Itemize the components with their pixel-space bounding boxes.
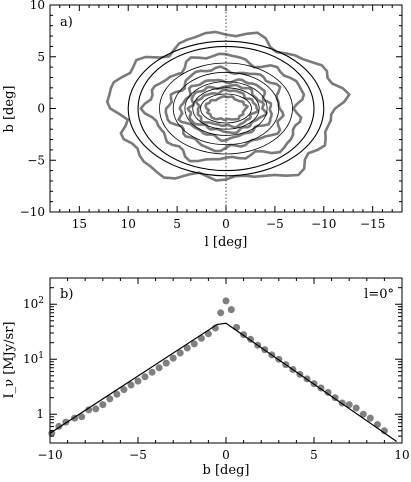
panel-b-label: b) — [60, 287, 73, 302]
data-point — [233, 323, 241, 331]
y-tick-label: 1 — [36, 407, 44, 421]
data-point — [204, 330, 212, 338]
x-tick-label: 15 — [72, 217, 87, 231]
data-point — [148, 368, 156, 376]
data-point — [345, 401, 353, 409]
observed-contour — [194, 88, 259, 129]
x-tick-label: 0 — [222, 448, 230, 462]
observed-contour — [204, 94, 249, 122]
data-point — [169, 354, 177, 362]
model-contour — [192, 87, 260, 130]
y-tick-label: 101 — [23, 351, 44, 366]
data-point — [113, 390, 121, 398]
data-point — [99, 401, 107, 409]
data-point — [222, 297, 230, 305]
data-point — [127, 381, 135, 389]
panel-a-ylabel: b [deg] — [2, 86, 17, 133]
model-contour — [159, 62, 293, 155]
panel-b-annotation: l=0° — [364, 287, 394, 302]
data-point — [190, 340, 198, 348]
x-tick-label: 5 — [173, 217, 181, 231]
x-tick-label: 10 — [394, 448, 409, 462]
x-tick-label: −5 — [129, 448, 147, 462]
x-tick-label: 10 — [121, 217, 136, 231]
x-tick-label: −5 — [266, 217, 284, 231]
panel-b-model-line — [49, 322, 398, 442]
data-point — [162, 359, 170, 367]
x-tick-label: 0 — [222, 217, 230, 231]
panel-a-xlabel: l [deg] — [205, 235, 248, 250]
data-point — [141, 373, 149, 381]
data-point — [78, 413, 86, 421]
data-point — [120, 386, 128, 394]
x-tick-label: −15 — [360, 217, 385, 231]
data-point — [134, 377, 142, 385]
y-tick-label: 102 — [23, 296, 44, 311]
panel-b-xlabel: b [deg] — [203, 463, 250, 478]
data-point — [197, 334, 205, 342]
y-tick-label: −5 — [27, 153, 45, 167]
panel-b-ylabel: I_ν [MJy/sr] — [2, 322, 17, 399]
data-point — [366, 414, 374, 422]
data-point — [155, 364, 163, 372]
x-tick-label: −10 — [311, 217, 336, 231]
data-point — [227, 306, 235, 314]
data-point — [85, 406, 93, 414]
data-point — [217, 309, 225, 317]
observed-contour — [105, 30, 351, 182]
y-tick-label: 5 — [37, 50, 45, 64]
data-point — [324, 388, 332, 396]
panel-b-scatter — [48, 297, 388, 437]
data-point — [183, 344, 191, 352]
data-point — [352, 404, 360, 412]
y-tick-label: −10 — [20, 205, 45, 219]
observed-contour — [139, 52, 306, 163]
x-tick-label: 5 — [310, 448, 318, 462]
panel-a-label: a) — [60, 15, 73, 30]
observed-contour — [186, 83, 269, 135]
data-point — [380, 427, 388, 435]
data-point — [176, 349, 184, 357]
observed-contour — [164, 65, 285, 153]
panel-a-observed-contours — [105, 30, 351, 182]
x-tick-label: −10 — [37, 448, 62, 462]
y-tick-label: 10 — [30, 0, 45, 12]
data-point — [92, 405, 100, 413]
panel-a: 15 10 5 0 −5 −10 −15 −10 −5 0 5 10 a) l [deg] b [de… — [2, 0, 403, 250]
y-tick-label: 0 — [37, 102, 45, 116]
observed-contour — [177, 78, 273, 143]
data-point — [359, 410, 367, 418]
data-point — [106, 395, 114, 403]
panel-a-ticks: 15 10 5 0 −5 −10 −15 −10 −5 0 5 10 — [20, 0, 402, 231]
